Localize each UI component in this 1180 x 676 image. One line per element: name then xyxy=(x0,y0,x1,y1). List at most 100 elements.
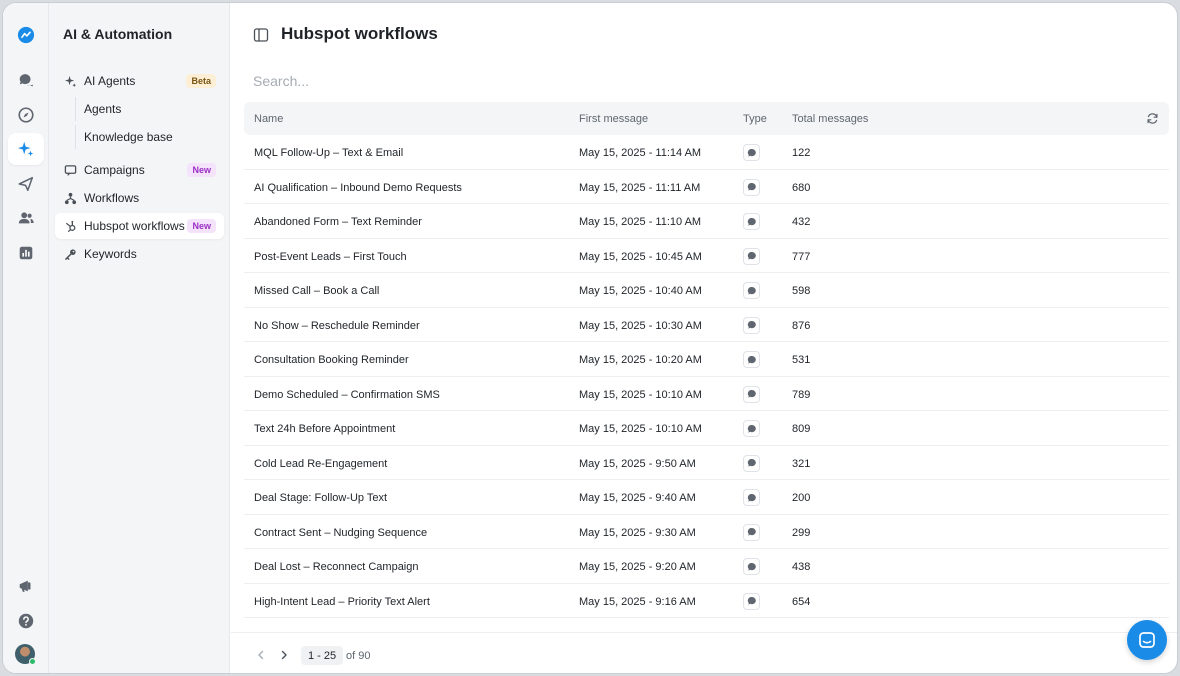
workflow-icon xyxy=(63,191,77,205)
sidebar-item-keywords[interactable]: Keywords xyxy=(55,241,224,267)
send-icon[interactable] xyxy=(8,168,44,200)
workflow-name[interactable]: Text 24h Before Appointment xyxy=(254,423,396,435)
chat-launcher-button[interactable] xyxy=(1127,620,1167,660)
sms-icon xyxy=(743,351,760,368)
workflow-name[interactable]: Cold Lead Re-Engagement xyxy=(254,457,388,470)
page-range[interactable]: 1 - 25 xyxy=(301,646,344,665)
first-message-time: May 15, 2025 - 10:45 AM xyxy=(579,250,702,263)
first-message-time: May 15, 2025 - 9:20 AM xyxy=(579,561,696,573)
table-row[interactable]: Deal Stage: Follow-Up Text May 15, 2025 -… xyxy=(244,480,1169,515)
table-row[interactable]: Cold Lead Re-Engagement May 15, 2025 - 9:… xyxy=(244,446,1169,480)
sidebar-item-campaigns[interactable]: Campaigns New xyxy=(55,157,224,183)
first-message-time: May 15, 2025 - 9:50 AM xyxy=(579,457,696,470)
table-row[interactable]: Text 24h Before Appointment May 15, 2025 … xyxy=(244,411,1169,446)
workflow-name[interactable]: Demo Scheduled – Confirmation SMS xyxy=(254,388,440,401)
workflow-name[interactable]: Consultation Booking Reminder xyxy=(254,354,409,366)
sms-icon xyxy=(743,385,760,403)
workflow-name[interactable]: Deal Lost – Reconnect Campaign xyxy=(254,561,419,573)
help-icon[interactable] xyxy=(8,605,44,637)
app-logo-icon[interactable] xyxy=(8,19,44,51)
contacts-icon[interactable] xyxy=(8,202,44,234)
sidebar-subitem-knowledge-base[interactable]: Knowledge base xyxy=(75,125,225,149)
table-row[interactable]: Demo Scheduled – Confirmation SMS May 15,… xyxy=(244,377,1169,411)
table-row[interactable]: Deal Lost – Reconnect Campaign May 15, 20… xyxy=(244,549,1169,584)
workflow-name[interactable]: Post-Event Leads – First Touch xyxy=(254,250,407,263)
table-row[interactable]: Abandoned Form – Text Reminder May 15, 20… xyxy=(244,204,1169,239)
compass-icon[interactable] xyxy=(8,99,44,131)
table-row[interactable]: MQL Follow-Up – Text & Email May 15, 2025… xyxy=(244,135,1169,170)
table-body: MQL Follow-Up – Text & Email May 15, 2025… xyxy=(244,135,1169,618)
sidebar-item-label: Hubspot workflows xyxy=(84,219,185,233)
table-row[interactable]: Missed Call – Book a Call May 15, 2025 - … xyxy=(244,273,1169,308)
sidebar-item-label: Workflows xyxy=(84,191,140,205)
pagination-footer: 1 - 25 of 90 xyxy=(231,632,1177,673)
workflow-name[interactable]: Deal Stage: Follow-Up Text xyxy=(254,492,388,504)
table-row[interactable]: Contract Sent – Nudging Sequence May 15, … xyxy=(244,515,1169,549)
sparkle-icon xyxy=(63,74,77,88)
sidebar-item-ai-agents[interactable]: AI Agents Beta xyxy=(55,68,224,94)
sidebar-item-label: AI Agents xyxy=(84,74,136,88)
column-header-name[interactable]: Name xyxy=(254,113,284,125)
first-message-time: May 15, 2025 - 10:10 AM xyxy=(579,423,702,435)
new-badge: New xyxy=(187,219,216,233)
total-messages: 200 xyxy=(792,492,811,504)
first-message-time: May 15, 2025 - 11:11 AM xyxy=(579,181,701,194)
beta-badge: Beta xyxy=(186,74,216,88)
sms-icon xyxy=(743,454,760,472)
sidebar-subitem-agents[interactable]: Agents xyxy=(75,97,225,121)
table-row[interactable]: Consultation Booking Reminder May 15, 202… xyxy=(244,342,1169,377)
first-message-time: May 15, 2025 - 11:10 AM xyxy=(579,216,702,228)
announcements-icon[interactable] xyxy=(8,570,44,602)
workflow-name[interactable]: MQL Follow-Up – Text & Email xyxy=(254,147,404,159)
workflow-name[interactable]: AI Qualification – Inbound Demo Requests xyxy=(254,181,462,194)
key-icon xyxy=(63,247,77,261)
workflow-name[interactable]: Missed Call – Book a Call xyxy=(254,285,380,297)
total-messages: 531 xyxy=(792,354,811,366)
workflows-table: Name First message Type Total messages M… xyxy=(244,102,1169,618)
sms-icon xyxy=(743,523,760,541)
first-message-time: May 15, 2025 - 9:16 AM xyxy=(579,595,696,608)
total-messages: 809 xyxy=(792,423,811,435)
chevron-left-icon[interactable] xyxy=(254,648,268,662)
refresh-icon[interactable] xyxy=(1146,112,1159,125)
first-message-time: May 15, 2025 - 9:30 AM xyxy=(579,526,696,539)
first-message-time: May 15, 2025 - 10:30 AM xyxy=(579,319,702,332)
table-row[interactable]: High-Intent Lead – Priority Text Alert Ma… xyxy=(244,584,1169,618)
sms-icon xyxy=(743,144,760,161)
total-messages: 299 xyxy=(792,526,811,539)
total-messages: 876 xyxy=(792,319,811,332)
sms-icon xyxy=(743,178,760,196)
column-header-type[interactable]: Type xyxy=(743,113,767,125)
table-row[interactable]: Post-Event Leads – First Touch May 15, 20… xyxy=(244,239,1169,273)
sms-icon xyxy=(743,558,760,575)
ai-automation-icon[interactable] xyxy=(8,133,44,165)
column-header-total-messages[interactable]: Total messages xyxy=(792,113,869,125)
workflow-name[interactable]: High-Intent Lead – Priority Text Alert xyxy=(254,595,430,608)
sidebar-item-label: Keywords xyxy=(84,247,137,261)
analytics-icon[interactable] xyxy=(8,237,44,269)
total-messages: 654 xyxy=(792,595,811,608)
workflow-name[interactable]: Contract Sent – Nudging Sequence xyxy=(254,526,428,539)
sidebar-item-workflows[interactable]: Workflows xyxy=(55,185,224,211)
conversations-icon[interactable] xyxy=(8,64,44,96)
total-messages: 777 xyxy=(792,250,811,263)
table-row[interactable]: No Show – Reschedule Reminder May 15, 202… xyxy=(244,308,1169,342)
new-badge: New xyxy=(187,163,216,177)
chat-icon xyxy=(1139,632,1155,648)
workflow-name[interactable]: No Show – Reschedule Reminder xyxy=(254,319,420,332)
sidebar-item-hubspot-workflows[interactable]: Hubspot workflows New xyxy=(55,213,224,239)
sidebar-item-label: Campaigns xyxy=(84,163,145,177)
table-row[interactable]: AI Qualification – Inbound Demo Requests… xyxy=(244,170,1169,204)
campaign-icon xyxy=(63,163,77,177)
column-header-first-message[interactable]: First message xyxy=(579,113,649,125)
hubspot-icon xyxy=(63,219,77,233)
chevron-right-icon[interactable] xyxy=(277,648,291,662)
sms-icon xyxy=(743,592,760,610)
sidebar-title: AI & Automation xyxy=(63,26,173,42)
workflow-name[interactable]: Abandoned Form – Text Reminder xyxy=(254,216,422,228)
total-messages: 432 xyxy=(792,216,811,228)
search-input[interactable] xyxy=(253,71,553,91)
total-messages: 122 xyxy=(792,147,811,159)
toggle-sidebar-icon[interactable] xyxy=(253,27,269,43)
